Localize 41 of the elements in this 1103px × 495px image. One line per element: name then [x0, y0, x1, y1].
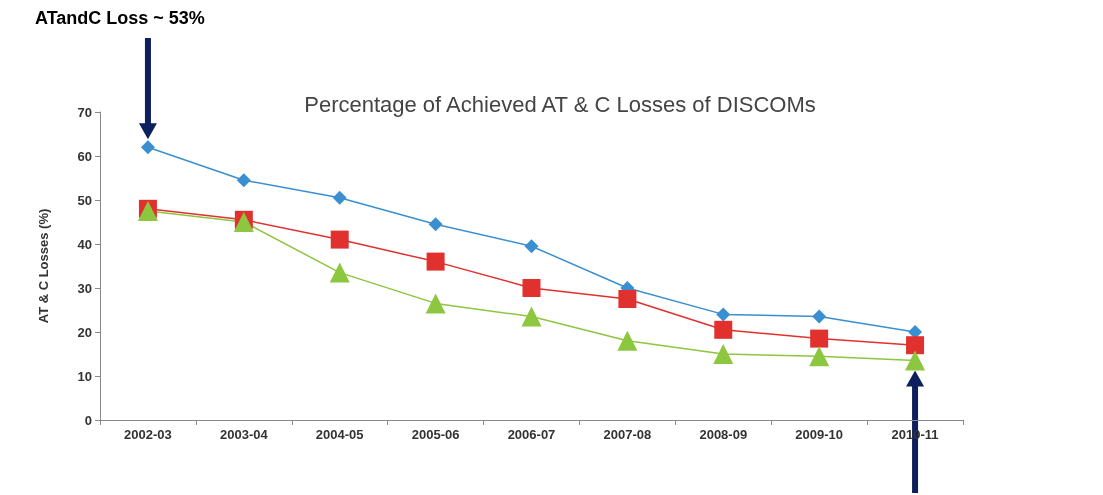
point: [716, 307, 731, 322]
text: ATandC Loss ~ 53%: [35, 8, 205, 29]
y-tick-label: 40: [77, 236, 92, 252]
y-tick-label: 20: [77, 324, 92, 340]
point: [810, 329, 829, 348]
point: [618, 290, 637, 308]
point: [426, 252, 445, 271]
y-tick-label: 10: [77, 368, 92, 384]
point: [908, 325, 923, 339]
x-tick-label: 2002-03: [124, 427, 172, 442]
point: [140, 140, 155, 155]
x-tick-label: 2008-09: [699, 427, 748, 442]
x-tick-label: 2004-05: [315, 427, 364, 442]
x-tick-label: 2009-10: [795, 427, 844, 442]
point: [425, 293, 446, 314]
point: [521, 306, 542, 327]
point: [524, 239, 539, 254]
point: [905, 350, 926, 371]
point: [522, 279, 541, 297]
point: [236, 173, 251, 188]
point: [428, 217, 443, 232]
point: [713, 344, 734, 364]
point: [332, 190, 347, 205]
y-axis-title: AT & C Losses (%): [36, 208, 51, 324]
point: [330, 230, 349, 249]
x-tick-label: 2003-04: [219, 427, 269, 442]
point: [809, 346, 830, 367]
x-tick-label: 2005-06: [411, 427, 460, 442]
x-tick-label: 2006-07: [507, 427, 556, 442]
point: [714, 320, 733, 339]
point: [812, 309, 827, 324]
y-tick-label: 70: [77, 104, 92, 120]
point: [617, 330, 638, 351]
point: [329, 262, 350, 283]
x-tick-label: 2007-08: [603, 427, 652, 442]
y-tick-label: 60: [77, 148, 92, 164]
y-tick-label: 30: [77, 280, 92, 296]
point: [906, 336, 925, 355]
y-tick-label: 50: [77, 192, 92, 208]
chart-title: Percentage of Achieved AT & C Losses of DISCOMs: [304, 91, 816, 117]
y-tick-label: 0: [84, 412, 92, 428]
